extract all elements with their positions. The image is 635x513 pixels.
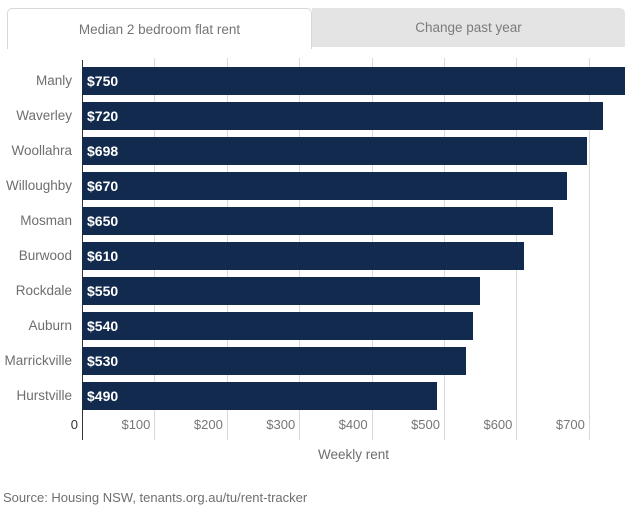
bar-value-label: $530 [87, 353, 119, 370]
bar-value-label: $550 [87, 283, 119, 300]
bar-value-label: $610 [87, 248, 119, 264]
category-label: Willoughby [5, 177, 72, 193]
bar: $650 [82, 206, 553, 235]
x-tick-label: $600 [483, 417, 513, 432]
bar-value-label: $698 [87, 142, 119, 159]
bar-value-label: $720 [87, 107, 119, 124]
bar-value-label: $490 [87, 388, 119, 405]
x-tick-label: $400 [338, 417, 368, 432]
category-label: Waverley [16, 107, 72, 123]
category-label: Burwood [18, 248, 72, 263]
x-tick-label: $200 [193, 417, 223, 432]
x-tick-label: $500 [411, 417, 440, 432]
bar-value-label: $670 [87, 177, 119, 194]
tab-median-2-bedroom-flat-rent[interactable]: Median 2 bedroom flat rent [7, 8, 312, 49]
grid-line [588, 58, 590, 440]
category-label: Rockdale [15, 283, 72, 299]
x-tick-label: $300 [266, 417, 296, 432]
category-label: Woollahra [11, 142, 72, 158]
category-label: Mosman [20, 212, 72, 228]
x-tick-label: $700 [555, 417, 585, 432]
category-label: Hurstville [16, 388, 72, 404]
bar-value-label: $750 [87, 72, 119, 89]
source-note: Source: Housing NSW, tenants.org.au/tu/r… [3, 490, 308, 505]
bar-value-label: $650 [87, 212, 119, 229]
bar: $530 [82, 347, 466, 376]
bar: $550 [82, 277, 481, 306]
bar: $540 [82, 312, 473, 341]
category-label: Manly [35, 72, 72, 88]
bar: $670 [82, 171, 568, 200]
x-tick-label: $100 [121, 417, 151, 432]
bar: $490 [82, 382, 437, 411]
bar: $610 [82, 242, 524, 270]
bar: $698 [82, 136, 588, 165]
category-label: Marrickville [4, 353, 73, 369]
bar-value-label: $540 [87, 318, 119, 335]
x-axis-title: Weekly rent [317, 447, 390, 462]
tab-change-past-year[interactable]: Change past year [312, 8, 625, 47]
category-label: Auburn [28, 318, 72, 334]
bar: $750 [82, 66, 625, 95]
x-tick-label: 0 [70, 417, 78, 432]
bar: $720 [82, 101, 604, 130]
